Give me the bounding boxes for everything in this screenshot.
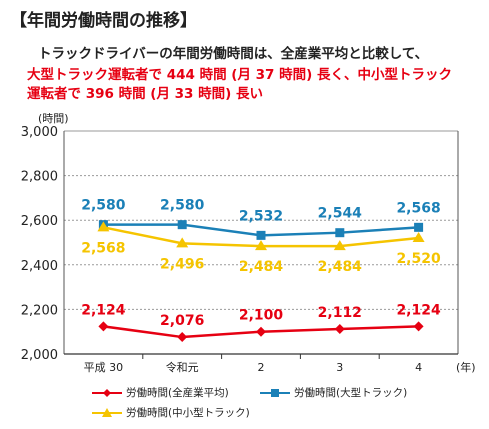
data-point-all [177, 332, 188, 343]
legend-label-small: 労働時間(中小型トラック) [126, 407, 250, 419]
data-label-large: 2,580 [160, 198, 205, 214]
data-point-small [412, 232, 425, 243]
page-heading: 【年間労働時間の推移】 [10, 11, 197, 31]
data-point-small [333, 240, 346, 251]
lead-text: トラックドライバーの年間労働時間は、全産業平均と比較して、 [38, 46, 429, 62]
data-point-large [256, 230, 266, 240]
x-axis-title: (年) [456, 360, 476, 374]
data-point-small [176, 237, 189, 248]
data-label-large: 2,544 [318, 206, 363, 222]
data-label-small: 2,484 [318, 259, 363, 275]
data-point-large [414, 222, 424, 232]
data-point-small [255, 240, 267, 251]
x-tick-label: 3 [336, 361, 343, 374]
y-tick-label: 2,600 [21, 214, 58, 229]
data-point-all [256, 326, 266, 337]
data-label-large: 2,532 [239, 208, 283, 224]
data-point-large [177, 220, 187, 230]
data-label-small: 2,496 [160, 256, 204, 272]
data-label-all: 2,112 [318, 305, 362, 321]
legend-label-large: 労働時間(大型トラック) [294, 387, 408, 399]
data-label-small: 2,520 [396, 251, 441, 267]
data-label-small: 2,568 [81, 240, 125, 256]
legend-swatch-small [92, 407, 122, 417]
y-tick-label: 2,800 [21, 170, 58, 185]
highlight-line-2: 運転者で 396 時間 (月 33 時間) 長い [27, 86, 264, 102]
legend-item-small: 労働時間(中小型トラック) [92, 405, 250, 420]
data-label-large: 2,568 [396, 200, 440, 216]
legend-item-all: 労働時間(全産業平均) [92, 385, 229, 400]
legend-swatch-all [92, 388, 122, 397]
y-axis-title: (時間) [38, 112, 69, 125]
highlight-line-1: 大型トラック運転者で 444 時間 (月 37 時間) 長く、中小型トラック [27, 67, 453, 83]
data-label-all: 2,100 [239, 308, 284, 324]
data-label-all: 2,076 [160, 313, 204, 329]
data-label-all: 2,124 [81, 302, 126, 318]
legend-label-all: 労働時間(全産業平均) [126, 387, 229, 399]
data-point-all [98, 321, 109, 332]
x-tick-label: 令和元 [166, 360, 199, 374]
y-tick-label: 2,400 [21, 259, 58, 274]
legend-item-large: 労働時間(大型トラック) [260, 385, 407, 400]
y-tick-label: 2,000 [21, 348, 58, 363]
data-label-large: 2,580 [81, 198, 126, 214]
legend-swatch-large [260, 388, 290, 397]
data-point-all [334, 324, 345, 335]
y-tick-label: 3,000 [21, 125, 58, 140]
x-tick-label: 平成 30 [84, 361, 124, 374]
data-label-small: 2,484 [239, 259, 284, 275]
data-point-small [97, 221, 110, 232]
data-label-all: 2,124 [396, 302, 441, 318]
data-point-large [335, 228, 345, 238]
x-tick-label: 4 [415, 361, 422, 374]
data-point-all [413, 321, 424, 332]
x-tick-label: 2 [258, 361, 265, 374]
y-tick-label: 2,200 [21, 303, 58, 318]
